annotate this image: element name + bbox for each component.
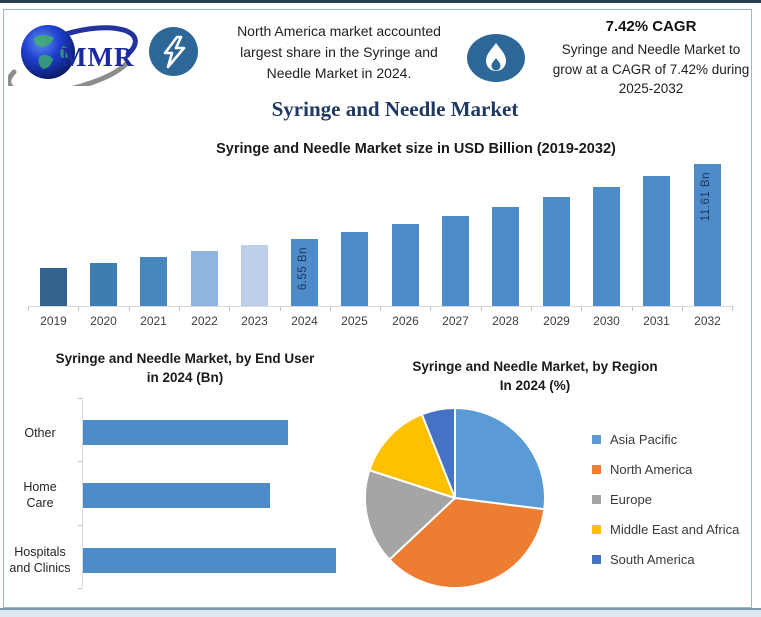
pie-slice-north-america bbox=[387, 496, 546, 589]
globe-swoosh-icon bbox=[8, 25, 138, 86]
legend-label: Europe bbox=[610, 491, 652, 507]
x-axis-tick bbox=[581, 307, 582, 311]
x-axis bbox=[28, 306, 735, 307]
region-pie-chart bbox=[364, 406, 546, 589]
pie-slice-asia-pacific bbox=[454, 406, 546, 511]
end-user-category-label: Other bbox=[24, 426, 56, 440]
x-axis-tick bbox=[28, 307, 29, 311]
x-axis-label: 2020 bbox=[90, 314, 117, 328]
market-size-bar bbox=[90, 263, 117, 306]
end-user-axis-tick bbox=[78, 398, 82, 399]
x-axis-label: 2027 bbox=[442, 314, 469, 328]
legend-label: Asia Pacific bbox=[610, 431, 678, 447]
x-axis-tick bbox=[430, 307, 431, 311]
logo-text: MMR bbox=[61, 42, 135, 72]
x-axis-label: 2024 bbox=[291, 314, 318, 328]
x-axis-tick bbox=[229, 307, 230, 311]
legend-item: South America bbox=[592, 544, 739, 574]
legend-swatch-icon bbox=[592, 554, 601, 564]
legend-swatch-icon bbox=[592, 434, 601, 444]
x-axis-tick bbox=[380, 307, 381, 311]
x-axis-label: 2021 bbox=[140, 314, 167, 328]
market-size-bar bbox=[694, 164, 721, 306]
x-axis-tick bbox=[632, 307, 633, 311]
x-axis-tick bbox=[129, 307, 130, 311]
page-title: Syringe and Needle Market bbox=[271, 97, 519, 121]
market-size-bar bbox=[241, 245, 268, 306]
highlight-north-america-text: North America market accounted largest s… bbox=[237, 23, 441, 81]
x-axis-tick bbox=[330, 307, 331, 311]
market-size-chart-title: Syringe and Needle Market size in USD Bi… bbox=[216, 141, 616, 157]
market-size-bar bbox=[643, 176, 670, 306]
market-size-bar bbox=[392, 224, 419, 306]
x-axis-tick bbox=[531, 307, 532, 311]
market-size-bar bbox=[442, 216, 469, 306]
end-user-category-label: Hospitals and Clinics bbox=[9, 545, 71, 576]
bar-data-label: 6.55 Bn bbox=[297, 247, 309, 291]
x-axis-label: 2032 bbox=[694, 314, 721, 328]
legend-label: South America bbox=[610, 551, 695, 567]
pie-slice-middle-east-and-africa bbox=[368, 413, 457, 500]
x-axis-tick bbox=[78, 307, 79, 311]
market-size-bar bbox=[492, 207, 519, 306]
x-axis-label: 2029 bbox=[543, 314, 570, 328]
market-size-bar bbox=[341, 232, 368, 306]
x-axis-tick bbox=[179, 307, 180, 311]
market-size-bar bbox=[291, 239, 318, 306]
legend-item: North America bbox=[592, 454, 739, 484]
cagr-title: 7.42% CAGR bbox=[605, 18, 697, 35]
legend-swatch-icon bbox=[592, 464, 601, 474]
pie-slice-south-america bbox=[420, 406, 456, 499]
flame-icon bbox=[467, 34, 525, 82]
legend-item: Asia Pacific bbox=[592, 424, 739, 454]
legend-item: Europe bbox=[592, 484, 739, 514]
x-axis-tick bbox=[280, 307, 281, 311]
market-size-bar bbox=[40, 268, 67, 306]
legend-swatch-icon bbox=[592, 494, 601, 504]
x-axis-label: 2023 bbox=[241, 314, 268, 328]
region-pie-legend: Asia Pacific North America Europe Middle Ea… bbox=[592, 424, 739, 574]
x-axis-tick bbox=[481, 307, 482, 311]
end-user-y-axis bbox=[82, 398, 83, 588]
end-user-axis-tick bbox=[78, 461, 82, 462]
market-size-bar bbox=[140, 257, 167, 306]
end-user-bar bbox=[83, 483, 270, 508]
end-user-bar bbox=[83, 548, 336, 573]
x-axis-label: 2025 bbox=[341, 314, 368, 328]
end-user-chart-title: Syringe and Needle Market, by End User i… bbox=[55, 351, 315, 385]
x-axis-tick bbox=[732, 307, 733, 311]
end-user-axis-tick bbox=[78, 525, 82, 526]
market-size-bar bbox=[543, 197, 570, 306]
mmr-logo: MMR bbox=[8, 20, 148, 86]
lightning-icon bbox=[149, 27, 198, 76]
pie-slice-europe bbox=[364, 468, 457, 562]
x-axis-label: 2030 bbox=[593, 314, 620, 328]
x-axis-label: 2026 bbox=[392, 314, 419, 328]
legend-item: Middle East and Africa bbox=[592, 514, 739, 544]
x-axis-label: 2028 bbox=[492, 314, 519, 328]
top-edge-line bbox=[0, 0, 761, 3]
end-user-bar bbox=[83, 420, 288, 445]
x-axis-tick bbox=[682, 307, 683, 311]
legend-swatch-icon bbox=[592, 524, 601, 534]
bottom-edge-strip bbox=[0, 608, 761, 617]
end-user-category-label: Home Care bbox=[23, 480, 57, 511]
market-size-bar bbox=[593, 187, 620, 306]
x-axis-label: 2019 bbox=[40, 314, 67, 328]
cagr-text: Syringe and Needle Market to grow at a C… bbox=[552, 42, 750, 97]
x-axis-label: 2022 bbox=[191, 314, 218, 328]
market-size-bar bbox=[191, 251, 218, 306]
region-pie-title: Syringe and Needle Market, by Region In … bbox=[412, 359, 658, 393]
legend-label: North America bbox=[610, 461, 693, 477]
end-user-axis-tick bbox=[78, 588, 82, 589]
legend-label: Middle East and Africa bbox=[610, 521, 740, 537]
bar-data-label: 11.61 Bn bbox=[700, 172, 712, 222]
x-axis-label: 2031 bbox=[643, 314, 670, 328]
